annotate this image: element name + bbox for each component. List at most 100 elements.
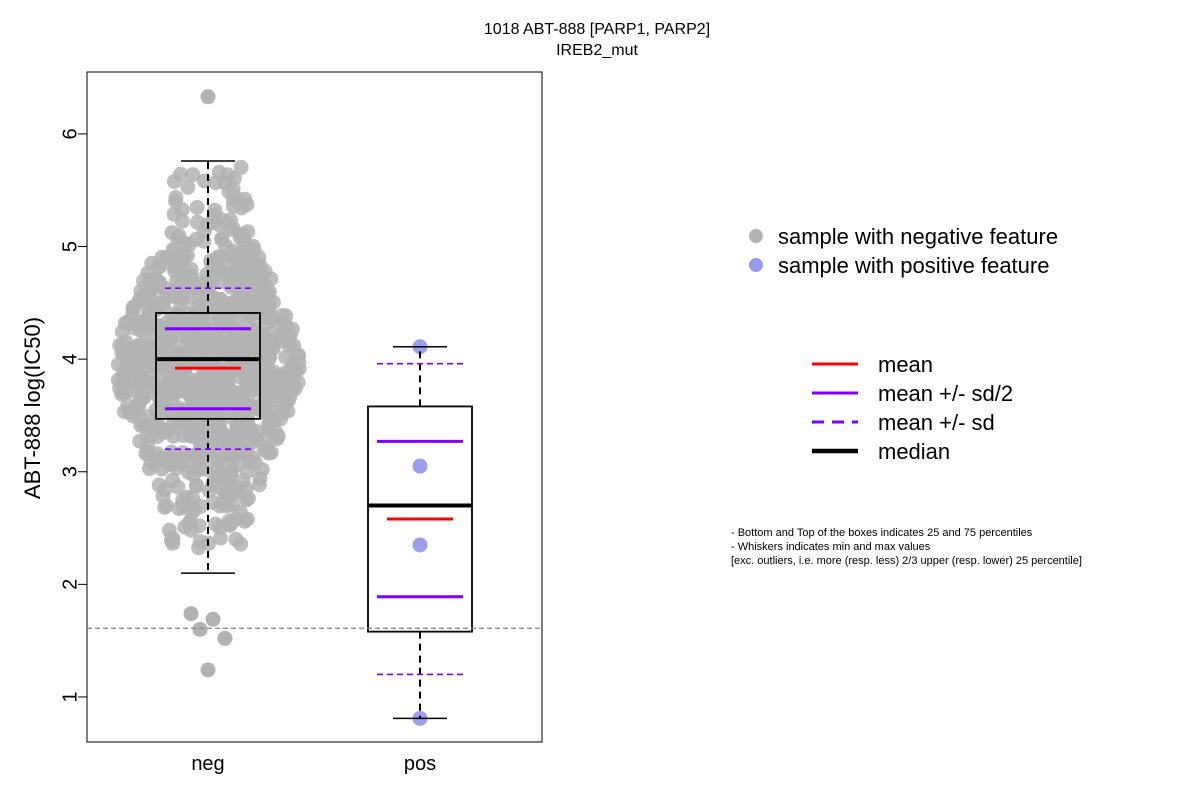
neg-sample-point — [192, 436, 208, 452]
neg-sample-point — [233, 159, 249, 175]
neg-sample-point — [290, 347, 306, 363]
neg-sample-point — [212, 450, 228, 466]
neg-sample-point — [165, 319, 181, 335]
neg-sample-point — [248, 370, 264, 386]
neg-sample-point — [252, 266, 268, 282]
neg-sample-point — [251, 249, 267, 265]
neg-outlier-point — [200, 89, 216, 105]
neg-sample-point — [163, 532, 179, 548]
neg-sample-point — [167, 242, 182, 257]
neg-outlier-point — [217, 630, 233, 646]
neg-sample-point — [122, 405, 138, 421]
neg-sample-point — [206, 473, 222, 489]
neg-sample-point — [283, 373, 299, 388]
legend-point-label: sample with positive feature — [778, 253, 1049, 278]
neg-sample-point — [220, 216, 236, 232]
pos-sample-point — [412, 537, 428, 553]
neg-sample-point — [157, 361, 173, 377]
neg-sample-point — [147, 317, 163, 333]
neg-sample-point — [136, 390, 152, 406]
neg-sample-point — [140, 445, 156, 460]
neg-sample-point — [116, 344, 132, 360]
neg-sample-point — [205, 269, 221, 285]
neg-sample-point — [150, 273, 166, 289]
neg-sample-point — [153, 297, 169, 313]
neg-sample-point — [275, 404, 291, 420]
note-line: - Bottom and Top of the boxes indicates … — [731, 527, 1033, 539]
neg-sample-point — [208, 175, 224, 191]
neg-sample-point — [181, 289, 197, 304]
neg-sample-point — [116, 380, 132, 395]
neg-sample-point — [196, 173, 212, 189]
neg-sample-point — [220, 429, 236, 444]
neg-sample-point — [256, 303, 272, 319]
notes: - Bottom and Top of the boxes indicates … — [731, 527, 1082, 567]
neg-outlier-point — [200, 662, 216, 678]
note-line: - Whiskers indicates min and max values — [731, 541, 931, 553]
neg-sample-point — [257, 405, 273, 421]
neg-sample-point — [232, 504, 248, 520]
neg-sample-point — [282, 327, 298, 343]
legend-line-label: mean +/- sd/2 — [878, 381, 1013, 406]
neg-sample-point — [161, 452, 176, 468]
neg-sample-point — [181, 516, 197, 531]
neg-sample-point — [180, 179, 196, 195]
box-neg — [155, 160, 261, 574]
neg-sample-point — [223, 466, 239, 482]
neg-sample-point — [226, 481, 242, 497]
x-tick-label-pos: pos — [404, 753, 436, 775]
neg-sample-point — [228, 330, 244, 346]
neg-sample-point — [225, 198, 241, 214]
chart-title: 1018 ABT-888 [PARP1, PARP2] — [484, 21, 710, 38]
neg-sample-point — [213, 530, 228, 546]
neg-sample-point — [142, 461, 157, 477]
neg-sample-point — [173, 166, 189, 182]
neg-sample-point — [199, 297, 215, 313]
neg-sample-point — [125, 305, 141, 321]
box-iqr — [155, 312, 261, 420]
plot-frame — [86, 71, 543, 743]
neg-sample-point — [244, 290, 260, 306]
y-tick-label: 6 — [59, 128, 81, 139]
neg-sample-point — [269, 382, 285, 398]
note-line: [exc. outliers, i.e. more (resp. less) 2… — [731, 555, 1082, 567]
neg-outlier-point — [205, 611, 221, 627]
neg-sample-point — [226, 171, 242, 186]
neg-sample-point — [237, 191, 253, 207]
neg-sample-point — [174, 213, 190, 229]
neg-sample-point — [269, 425, 284, 441]
neg-sample-point — [233, 536, 249, 552]
neg-sample-point — [185, 467, 201, 483]
neg-sample-point — [198, 285, 214, 301]
neg-sample-point — [208, 393, 224, 409]
box-iqr — [367, 405, 473, 633]
neg-sample-point — [237, 259, 252, 275]
neg-sample-point — [179, 414, 195, 429]
neg-sample-point — [135, 348, 151, 364]
neg-sample-point — [142, 338, 158, 354]
legend-point-label: sample with negative feature — [778, 224, 1058, 249]
legend-line-label: mean — [878, 352, 933, 377]
neg-sample-point — [229, 419, 245, 435]
neg-sample-point — [135, 324, 151, 340]
legend-line-label: mean +/- sd — [878, 410, 995, 435]
neg-sample-point — [213, 248, 229, 264]
x-tick-label-neg: neg — [191, 753, 224, 775]
neg-sample-point — [244, 422, 260, 437]
neg-sample-point — [179, 327, 195, 343]
neg-sample-point — [262, 349, 278, 365]
y-tick-label: 5 — [59, 241, 81, 252]
neg-sample-point — [162, 384, 178, 400]
neg-sample-point — [177, 383, 193, 399]
neg-sample-point — [136, 273, 152, 289]
neg-sample-point — [191, 333, 207, 349]
neg-sample-point — [164, 225, 180, 241]
neg-sample-point — [238, 444, 254, 460]
neg-sample-point — [157, 482, 173, 497]
neg-sample-point — [189, 200, 205, 215]
legend: sample with negative feature sample with … — [749, 224, 1058, 464]
box-plots — [155, 160, 473, 720]
neg-sample-point — [196, 233, 212, 249]
axes: 1 2 3 4 5 6 neg pos — [59, 71, 543, 775]
